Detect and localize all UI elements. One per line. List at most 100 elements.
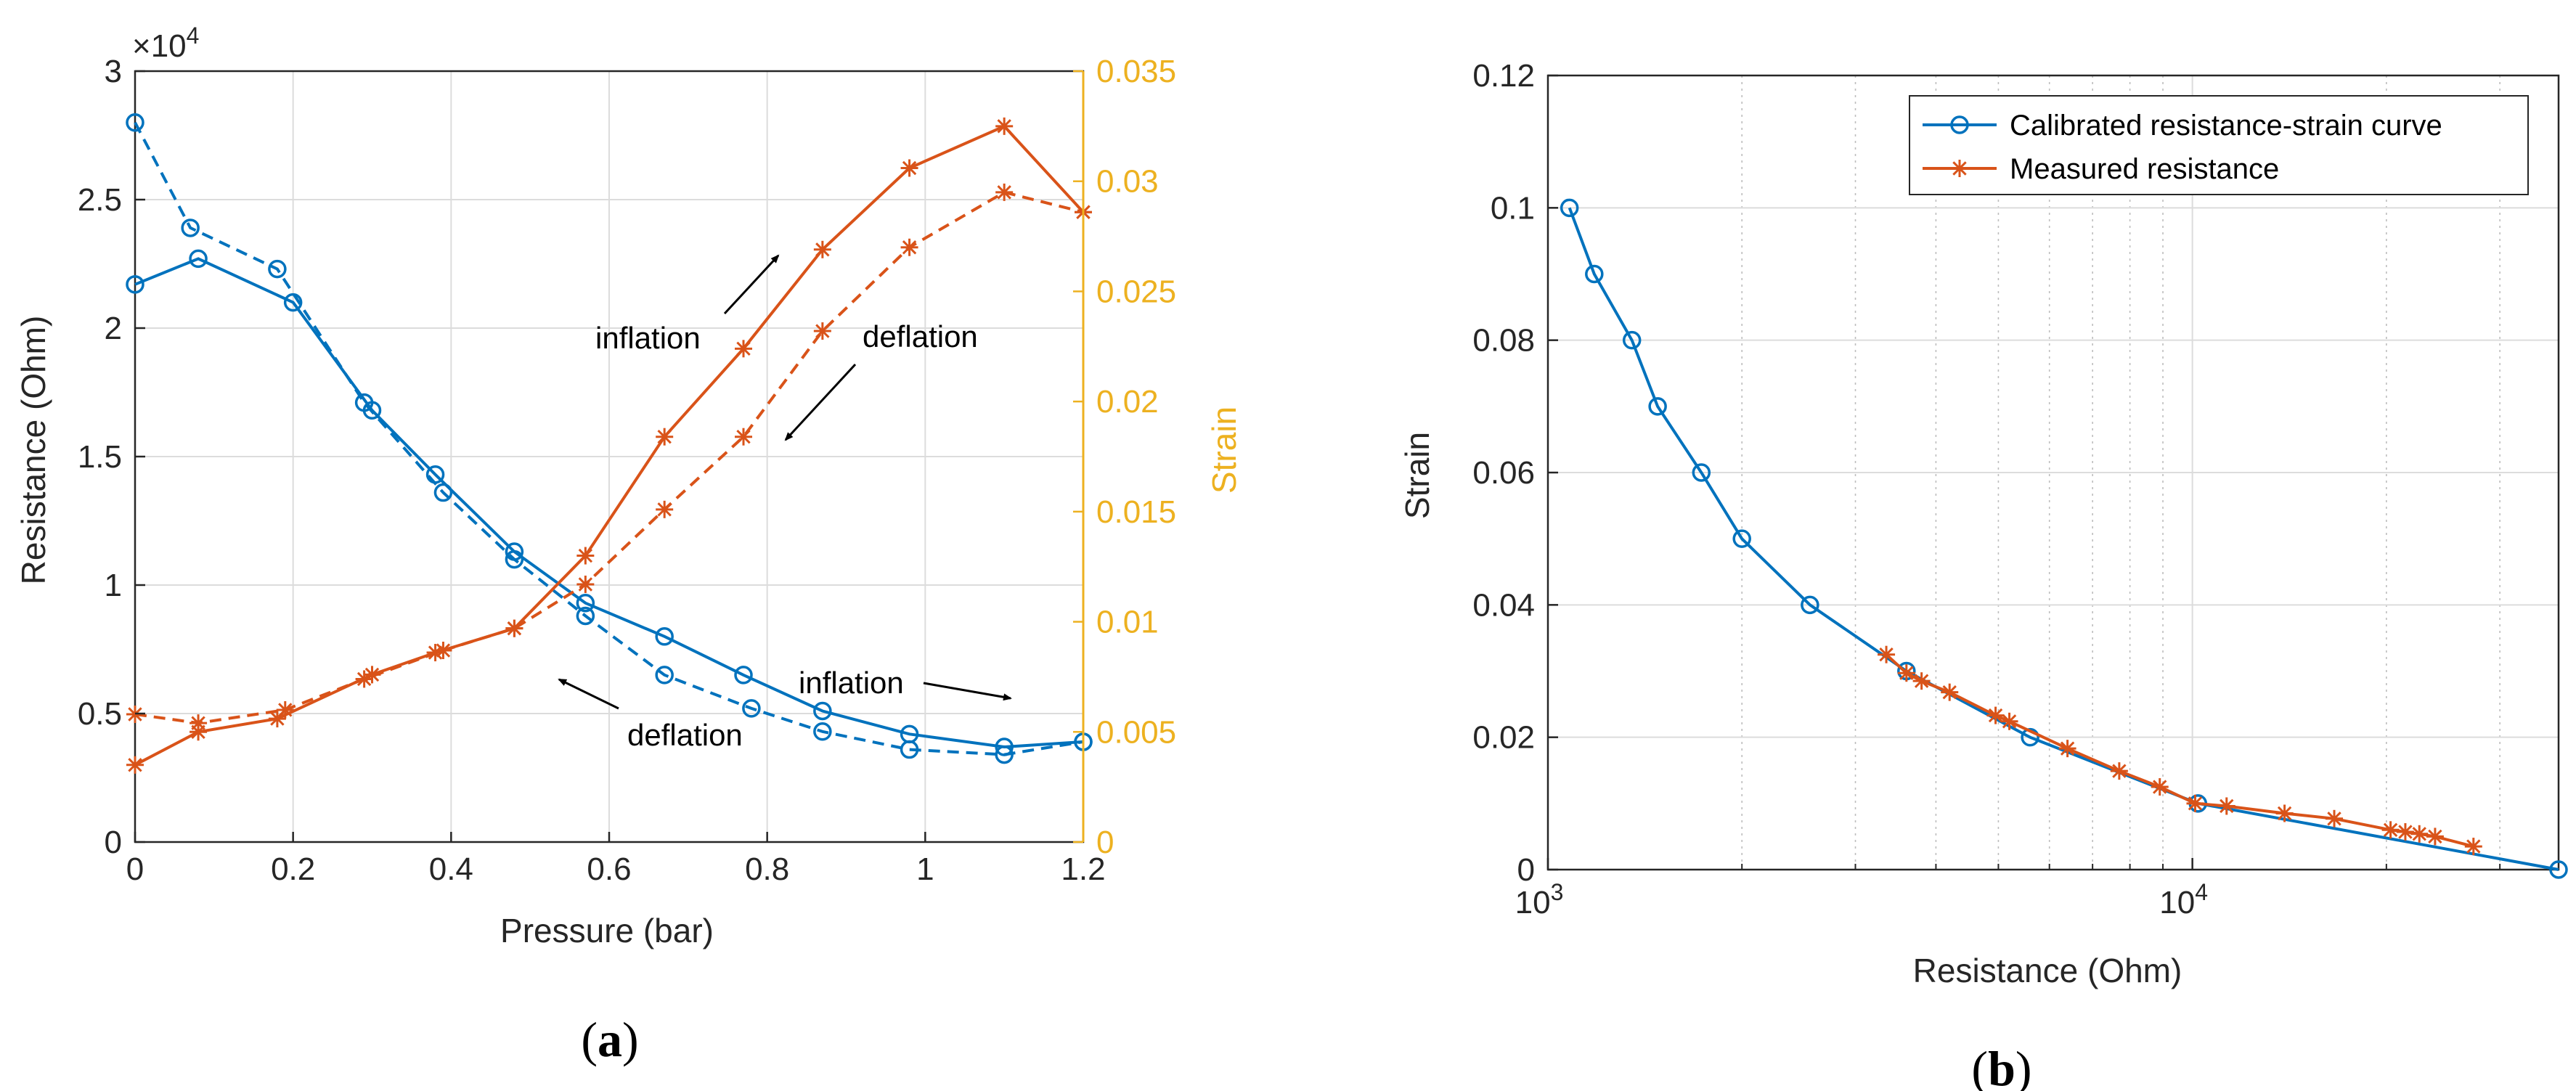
data-point-star xyxy=(1912,672,1931,690)
arrow-inflation-lower xyxy=(923,682,1012,701)
data-point-star-stroke xyxy=(815,242,830,257)
legend-marker-measured xyxy=(1951,160,1968,177)
data-point-star xyxy=(276,700,294,719)
data-point-star-stroke xyxy=(578,577,593,592)
data-point-star-stroke xyxy=(2153,780,2167,794)
data-point-star xyxy=(813,240,831,258)
series-line-1 xyxy=(134,121,1084,756)
data-point-star xyxy=(2110,762,2128,780)
panel-b-caption-close: ) xyxy=(2015,1041,2032,1091)
data-point-circle xyxy=(655,666,674,685)
data-point-star xyxy=(576,547,595,565)
tick-label-x: 1 xyxy=(916,851,934,887)
panel-a-exponent-base: ×10 xyxy=(132,28,187,64)
data-point-star-stroke xyxy=(356,671,372,687)
data-point-star xyxy=(576,575,595,593)
data-point-star xyxy=(900,238,918,256)
tick-label-y-left: 2 xyxy=(105,311,122,346)
data-point-star-stroke xyxy=(1879,647,1894,662)
tick-label-x-power: 3 xyxy=(1551,879,1564,905)
tick-label-y-right: 0.01 xyxy=(1096,605,1159,640)
data-point-circle xyxy=(1801,595,1819,615)
data-point-circle xyxy=(1585,264,1604,284)
panel-b-legend: Calibrated resistance-strain curve Measu… xyxy=(1909,95,2529,195)
data-point-star-stroke xyxy=(2466,839,2481,854)
data-point-circle xyxy=(742,699,761,718)
data-point-circle xyxy=(126,113,144,132)
data-point-star-stroke xyxy=(2277,806,2292,821)
tick-label-x: 0.2 xyxy=(271,851,315,887)
legend-label-calibrated: Calibrated resistance-strain curve xyxy=(2010,110,2442,142)
data-point-star xyxy=(505,619,523,637)
data-point-circle xyxy=(505,549,524,569)
data-point-circle xyxy=(813,701,832,721)
data-point-star xyxy=(2275,804,2294,822)
tick-label-x: 0 xyxy=(126,851,144,887)
tick-label-y: 0.12 xyxy=(1472,58,1535,94)
data-point-star-stroke xyxy=(1899,666,1914,680)
data-point-circle xyxy=(2021,727,2039,747)
tick-label-x: 0.6 xyxy=(587,851,631,887)
data-point-circle xyxy=(181,218,200,237)
panel-a-ylabel-right: Strain xyxy=(1205,406,1243,494)
data-point-star-stroke xyxy=(436,643,451,658)
data-point-circle xyxy=(189,249,208,269)
annotation-inflation-upper: inflation xyxy=(595,321,701,355)
data-point-star-stroke xyxy=(1942,685,1957,700)
data-point-circle xyxy=(1648,397,1667,416)
data-point-star-stroke xyxy=(2220,798,2234,814)
data-point-circle xyxy=(268,259,287,279)
data-point-star-stroke xyxy=(657,502,672,517)
data-point-star xyxy=(995,117,1014,135)
data-point-star xyxy=(434,642,452,660)
data-point-circle xyxy=(1732,529,1751,548)
panel-a-chart: 0 0.2 0.4 0.6 0.8 1 1.200.511.522.5300.0050.01… xyxy=(15,23,1243,1067)
tick-label-x: 0.4 xyxy=(429,851,473,887)
data-point-star-stroke xyxy=(2060,741,2075,756)
data-point-star-stroke xyxy=(278,703,293,717)
data-point-star-stroke xyxy=(128,758,142,772)
panel-a-ylabel-left: Resistance (Ohm) xyxy=(15,316,52,585)
data-point-circle xyxy=(2549,860,2568,879)
data-point-star-stroke xyxy=(2327,812,2341,826)
data-point-star xyxy=(2464,838,2482,856)
tick-label-y: 0.04 xyxy=(1472,587,1535,623)
series-line-0 xyxy=(134,257,1084,749)
data-point-star xyxy=(1878,645,1896,663)
data-point-star xyxy=(995,183,1014,201)
data-point-star-stroke xyxy=(2428,829,2442,844)
data-point-star xyxy=(2396,823,2414,841)
data-point-star-stroke xyxy=(736,341,751,356)
panel-a-caption-open: ( xyxy=(581,1012,598,1067)
data-point-star-stroke xyxy=(657,429,672,444)
data-point-circle xyxy=(813,722,832,741)
tick-label-y: 0.1 xyxy=(1491,190,1535,226)
data-point-star xyxy=(900,159,918,177)
annotation-inflation-lower: inflation xyxy=(799,666,904,700)
data-point-circle xyxy=(126,275,144,294)
data-point-circle xyxy=(354,393,374,412)
data-point-star-stroke xyxy=(2188,796,2203,811)
tick-label-y-right: 0.015 xyxy=(1096,494,1176,530)
data-point-circle xyxy=(655,627,674,646)
data-point-star-stroke xyxy=(1988,708,2003,723)
data-point-star xyxy=(2151,778,2169,796)
data-point-star xyxy=(656,428,674,446)
tick-label-x: 0.8 xyxy=(745,851,789,887)
panel-b-caption: (b) xyxy=(1971,1041,2031,1091)
panel-a-exponent-power: 4 xyxy=(187,23,200,49)
tick-label-x-power: 4 xyxy=(2195,879,2208,905)
arrow-deflation-upper xyxy=(784,363,857,441)
data-point-star-stroke xyxy=(997,185,1011,200)
data-point-circle xyxy=(576,606,595,626)
legend-marker-calibrated xyxy=(1950,115,1969,134)
data-point-circle xyxy=(1560,198,1579,218)
annotation-deflation-upper: deflation xyxy=(863,319,978,354)
tick-label-y-right: 0.03 xyxy=(1096,164,1159,200)
panel-b-caption-letter: b xyxy=(1988,1041,2015,1091)
tick-label-y: 0.06 xyxy=(1472,455,1535,491)
panel-a-ticks: 0 0.2 0.4 0.6 0.8 1 1.200.511.522.5300.0050.01… xyxy=(78,54,1176,887)
data-point-star xyxy=(2410,825,2429,843)
